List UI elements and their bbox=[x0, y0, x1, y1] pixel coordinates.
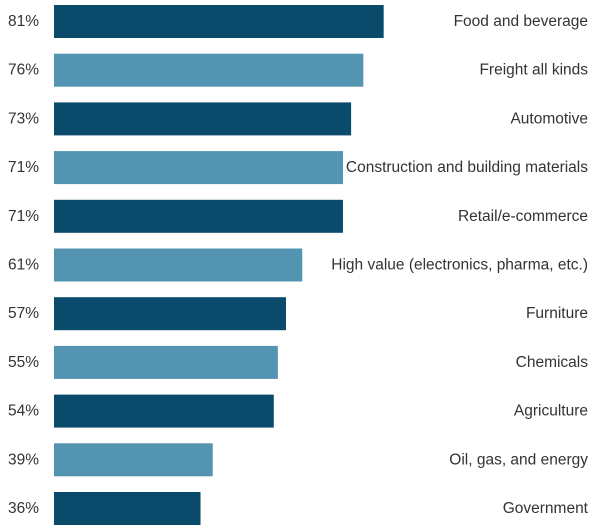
category-label-6: Furniture bbox=[526, 305, 588, 322]
bar-8 bbox=[54, 394, 274, 428]
bar-10 bbox=[54, 492, 201, 525]
bar-4 bbox=[54, 199, 343, 233]
value-label-1: 76% bbox=[8, 62, 39, 79]
bar-9 bbox=[54, 443, 213, 477]
bar-7 bbox=[54, 345, 278, 379]
category-label-9: Oil, gas, and energy bbox=[449, 451, 588, 468]
value-labels-group: 81% 76% 73% 71% 71% 61% 57% 55% 54% 39% 36% bbox=[8, 13, 39, 517]
category-label-4: Retail/e-commerce bbox=[458, 208, 588, 225]
bar-2 bbox=[54, 102, 352, 136]
bar-3 bbox=[54, 151, 343, 185]
category-label-0: Food and beverage bbox=[454, 13, 588, 30]
value-label-7: 55% bbox=[8, 354, 39, 371]
category-label-2: Automotive bbox=[510, 110, 588, 127]
category-label-10: Government bbox=[503, 500, 589, 517]
bar-5 bbox=[54, 248, 303, 282]
value-label-6: 57% bbox=[8, 305, 39, 322]
category-label-3: Construction and building materials bbox=[346, 159, 588, 176]
bar-0 bbox=[54, 5, 384, 38]
bars-group bbox=[54, 5, 384, 525]
value-label-2: 73% bbox=[8, 110, 39, 127]
category-labels-group: Food and beverage Freight all kinds Automo… bbox=[331, 13, 588, 517]
value-label-5: 61% bbox=[8, 257, 39, 274]
category-label-1: Freight all kinds bbox=[479, 62, 588, 79]
category-label-7: Chemicals bbox=[516, 354, 589, 371]
value-label-3: 71% bbox=[8, 159, 39, 176]
value-label-10: 36% bbox=[8, 500, 39, 517]
value-label-8: 54% bbox=[8, 403, 39, 420]
category-label-8: Agriculture bbox=[514, 403, 588, 420]
value-label-4: 71% bbox=[8, 208, 39, 225]
bar-6 bbox=[54, 297, 286, 331]
category-label-5: High value (electronics, pharma, etc.) bbox=[331, 257, 588, 274]
bar-1 bbox=[54, 53, 364, 87]
value-label-9: 39% bbox=[8, 451, 39, 468]
value-label-0: 81% bbox=[8, 13, 39, 30]
